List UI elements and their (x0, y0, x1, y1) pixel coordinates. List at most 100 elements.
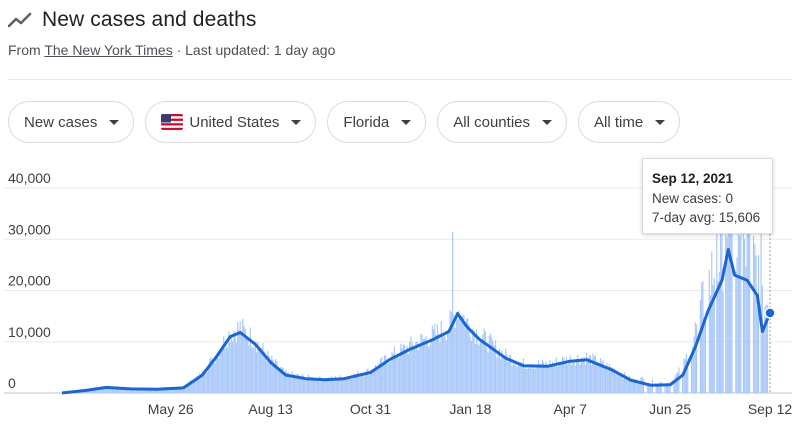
metric-dropdown[interactable]: New cases (8, 101, 135, 143)
case-bar (455, 311, 457, 393)
case-bar (508, 354, 511, 393)
case-bar (658, 384, 660, 393)
case-bar (108, 387, 110, 393)
case-bar (511, 365, 513, 393)
case-bar (101, 388, 103, 393)
county-dropdown[interactable]: All counties (437, 101, 567, 143)
case-bar (673, 383, 675, 393)
case-bar (186, 384, 188, 393)
case-bar (230, 334, 232, 393)
case-bar (272, 359, 274, 393)
state-dropdown[interactable]: Florida (327, 101, 427, 143)
case-bar (647, 385, 650, 393)
case-bar (151, 389, 153, 393)
case-bar (740, 210, 742, 393)
case-bar (574, 365, 576, 393)
case-bar (501, 350, 503, 393)
case-bar (563, 357, 565, 393)
case-bar (583, 356, 585, 393)
case-bar (572, 360, 574, 393)
case-bar (764, 306, 766, 393)
case-bar (340, 377, 342, 393)
x-tick-label: Sep 12 (748, 401, 793, 417)
chevron-down-icon (655, 119, 666, 125)
source-link[interactable]: The New York Times (44, 42, 173, 58)
case-bar (720, 208, 722, 393)
case-bar (361, 375, 363, 393)
case-bar (567, 365, 569, 393)
case-bar (148, 389, 150, 393)
case-bar (261, 347, 263, 393)
case-bar (664, 385, 666, 393)
case-bar (545, 361, 547, 393)
case-bar (256, 352, 258, 393)
case-bar (716, 234, 718, 393)
case-bar (544, 366, 546, 393)
case-bar (128, 388, 130, 393)
case-bar (104, 387, 106, 393)
case-bar (96, 388, 98, 393)
case-bar (196, 376, 198, 393)
case-bar (616, 371, 618, 393)
case-bar (244, 328, 246, 393)
case-bar (462, 314, 464, 393)
case-bar (309, 376, 311, 393)
case-bar (669, 382, 671, 393)
chevron-down-icon (109, 119, 120, 125)
case-bar (483, 328, 485, 393)
case-bar (123, 388, 125, 393)
case-bar (273, 363, 275, 393)
case-bar (579, 364, 581, 393)
y-tick-label: 0 (8, 375, 16, 391)
case-bar (693, 336, 695, 393)
case-bar (288, 374, 291, 393)
tooltip-date: Sep 12, 2021 (652, 171, 734, 186)
case-bar (591, 365, 593, 393)
case-bar (348, 376, 350, 393)
case-bar (755, 255, 757, 393)
case-bar (357, 370, 359, 393)
case-bar (625, 375, 627, 393)
case-bar (396, 355, 398, 393)
case-bar (383, 354, 385, 393)
case-bar (468, 324, 470, 393)
case-bar (517, 364, 519, 393)
case-bar (491, 337, 493, 393)
case-bar (592, 353, 594, 393)
case-bar (516, 366, 518, 393)
case-bar (167, 388, 169, 393)
case-bar (424, 338, 426, 393)
case-bar (286, 372, 288, 393)
case-bar (575, 358, 578, 393)
case-bar (281, 367, 283, 393)
metric-dropdown-label: New cases (24, 113, 98, 131)
country-dropdown[interactable]: United States (145, 101, 317, 143)
case-bar (506, 354, 508, 393)
case-bar (665, 384, 667, 393)
case-bar (354, 375, 356, 393)
case-bar (731, 196, 733, 393)
case-bar (253, 346, 255, 393)
case-bar (229, 342, 231, 393)
case-bar (539, 364, 541, 393)
case-bar (323, 379, 325, 393)
case-bar (553, 363, 555, 393)
case-bar (573, 361, 575, 393)
time-range-dropdown[interactable]: All time (578, 101, 681, 143)
case-bar (268, 355, 270, 393)
case-bar (147, 389, 149, 393)
case-bar (431, 325, 433, 393)
case-bar (180, 388, 182, 393)
case-bar (488, 335, 490, 393)
case-bar (110, 386, 112, 393)
case-bar (531, 368, 533, 393)
case-bar (119, 387, 121, 393)
case-bar (329, 379, 331, 393)
case-bar (185, 385, 187, 393)
case-bar (524, 368, 526, 393)
case-bar (736, 257, 738, 393)
case-bar (310, 380, 312, 393)
case-bar (505, 348, 507, 393)
case-bar (292, 374, 294, 393)
case-bar (248, 345, 250, 393)
